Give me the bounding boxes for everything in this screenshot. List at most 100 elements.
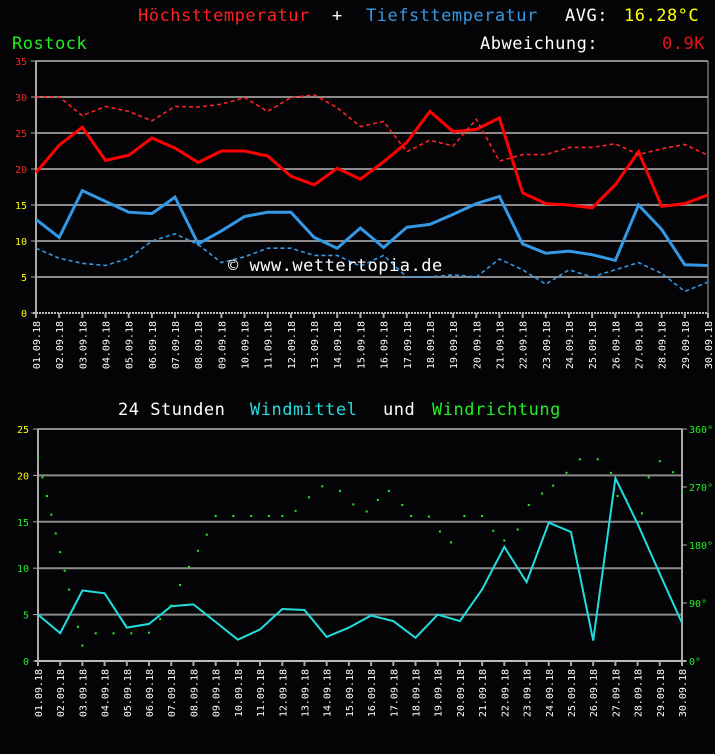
x-axis-label: 17.09.18	[389, 669, 400, 717]
x-axis-label: 23.09.18	[523, 669, 534, 717]
wind-direction-dot	[112, 632, 115, 635]
wind-direction-dot	[45, 495, 48, 498]
x-axis-label: 13.09.18	[300, 669, 311, 717]
wind-direction-dot	[81, 644, 84, 647]
y-axis-label: 25	[17, 425, 29, 436]
x-axis-label: 14.09.18	[323, 669, 334, 717]
wind-direction-dot	[609, 471, 612, 474]
wind-direction-dot	[503, 539, 506, 542]
x-axis-label: 10.09.18	[234, 669, 245, 717]
wind-direction-dot	[63, 569, 66, 572]
wind-direction-dot	[179, 583, 182, 586]
watermark: © www.wettertopia.de	[228, 256, 443, 276]
wind-direction-dot	[232, 515, 235, 517]
x-axis-label: 02.09.18	[56, 669, 67, 717]
y-axis-label: 20	[15, 165, 27, 176]
x-axis-label: 28.09.18	[658, 321, 669, 369]
wind-direction-dot	[37, 457, 39, 460]
x-axis-label: 05.09.18	[125, 321, 136, 369]
x-axis-label: 27.09.18	[634, 321, 645, 369]
y-axis-label: 10	[15, 237, 27, 248]
wind-direction-dot	[647, 476, 650, 479]
avg-label: AVG:	[565, 6, 608, 26]
y-axis-label: 5	[23, 611, 29, 622]
x-axis-label: 11.09.18	[256, 669, 267, 717]
x-axis-label: 19.09.18	[449, 321, 460, 369]
wind-direction-dot	[365, 510, 368, 513]
x-axis-label: 01.09.18	[32, 321, 43, 369]
y2-axis-label: 180°	[689, 541, 713, 552]
x-axis-label: 02.09.18	[55, 321, 66, 369]
chart-title-min: Tiefsttemperatur	[366, 6, 538, 26]
y-axis-label: 5	[21, 273, 27, 284]
wind-direction-dot	[410, 515, 413, 517]
deviation-label: Abweichung:	[480, 34, 599, 54]
wind-direction-dot	[294, 509, 297, 512]
y2-axis-label: 360°	[689, 425, 713, 436]
x-axis-label: 07.09.18	[171, 321, 182, 369]
reference-line	[35, 232, 709, 293]
chart-title-plus: +	[332, 6, 343, 26]
chart-title-max: Höchsttemperatur	[138, 6, 310, 26]
x-axis-label: 20.09.18	[472, 321, 483, 369]
x-axis-label: 24.09.18	[545, 669, 556, 717]
wind-direction-dot	[94, 632, 97, 635]
wind-chart-title-part4: Windrichtung	[432, 400, 561, 420]
x-axis-label: 06.09.18	[145, 669, 156, 717]
x-axis-label: 29.09.18	[656, 669, 667, 717]
temperature-line	[34, 109, 709, 210]
x-axis-label: 19.09.18	[434, 669, 445, 717]
wind-direction-dot	[527, 504, 530, 507]
wind-direction-dot	[552, 484, 555, 487]
wind-direction-dot	[352, 503, 355, 506]
wind-direction-dot	[641, 512, 644, 515]
y-axis-label: 10	[17, 564, 29, 575]
wind-direction-dot	[492, 529, 495, 532]
wind-direction-dot	[50, 513, 53, 516]
wind-direction-dot	[596, 458, 599, 461]
wind-direction-dot	[214, 515, 217, 517]
wind-direction-dot	[481, 515, 484, 517]
x-axis-label: 26.09.18	[611, 321, 622, 369]
x-axis-label: 15.09.18	[356, 321, 367, 369]
wind-direction-dot	[159, 618, 162, 621]
y-axis-label: 30	[15, 93, 27, 104]
x-axis-label: 22.09.18	[500, 669, 511, 717]
wind-direction-dot	[205, 533, 208, 536]
x-axis-label: 10.09.18	[241, 321, 252, 369]
wind-direction-dot	[188, 565, 191, 568]
wind-direction-dot	[267, 515, 270, 517]
x-axis-label: 09.09.18	[217, 321, 228, 369]
x-axis-label: 04.09.18	[102, 321, 113, 369]
x-axis-label: 22.09.18	[519, 321, 530, 369]
wind-direction-dot	[41, 476, 44, 479]
x-axis-label: 17.09.18	[403, 321, 414, 369]
x-axis-label: 21.09.18	[478, 669, 489, 717]
wind-direction-dot	[339, 489, 342, 492]
x-axis-label: 16.09.18	[380, 321, 391, 369]
wind-direction-dot	[148, 631, 151, 634]
x-axis-label: 15.09.18	[345, 669, 356, 717]
avg-value: 16.28°C	[624, 6, 700, 26]
x-axis-label: 03.09.18	[78, 321, 89, 369]
wind-direction-dot	[616, 495, 619, 498]
temperature-line	[35, 188, 709, 267]
wind-direction-dot	[681, 490, 683, 493]
wind-direction-dot	[68, 588, 71, 591]
x-axis-label: 21.09.18	[495, 321, 506, 369]
wind-direction-dot	[427, 515, 430, 518]
x-axis-label: 08.09.18	[189, 669, 200, 717]
wind-direction-dot	[401, 504, 404, 507]
x-axis-label: 13.09.18	[310, 321, 321, 369]
x-axis-label: 08.09.18	[194, 321, 205, 369]
wind-direction-dot	[196, 549, 199, 552]
x-axis-label: 28.09.18	[634, 669, 645, 717]
y-axis-label: 0	[23, 657, 29, 668]
y2-axis-label: 0°	[689, 657, 701, 668]
x-axis-label: 04.09.18	[101, 669, 112, 717]
y-axis-label: 25	[15, 129, 27, 140]
y-axis-label: 20	[17, 471, 29, 482]
wind-direction-dot	[59, 551, 62, 554]
x-axis-label: 09.09.18	[212, 669, 223, 717]
